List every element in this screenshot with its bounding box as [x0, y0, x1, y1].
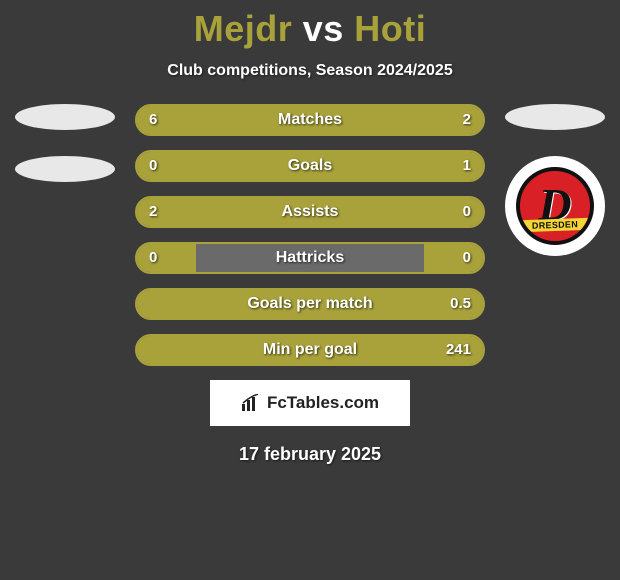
- source-logo: FcTables.com: [210, 380, 410, 426]
- dresden-badge-inner: D DRESDEN: [516, 167, 594, 245]
- stat-left-value: 6: [149, 106, 157, 134]
- stat-bar: Assists2 0: [135, 196, 485, 228]
- right-team-badges: D DRESDEN: [500, 104, 610, 256]
- stat-right-value: 1: [463, 152, 471, 180]
- dresden-badge: D DRESDEN: [505, 156, 605, 256]
- team-badge-placeholder-2: [15, 156, 115, 182]
- stat-label: Goals: [137, 152, 483, 180]
- snapshot-date: 17 february 2025: [0, 444, 620, 465]
- stat-bar: Matches6 2: [135, 104, 485, 136]
- stat-label: Min per goal: [137, 336, 483, 364]
- stat-bar: Goals per match0.5: [135, 288, 485, 320]
- stat-label: Goals per match: [137, 290, 483, 318]
- vs-text: vs: [303, 8, 344, 49]
- team-badge-placeholder-3: [505, 104, 605, 130]
- team-badge-placeholder-1: [15, 104, 115, 130]
- comparison-title: Mejdr vs Hoti: [0, 0, 620, 50]
- stat-left-value: 0: [149, 152, 157, 180]
- left-team-badges: [10, 104, 120, 208]
- stat-label: Assists: [137, 198, 483, 226]
- player1-name: Mejdr: [194, 8, 293, 49]
- stat-left-value: 2: [149, 198, 157, 226]
- source-name: FcTables.com: [267, 393, 379, 413]
- stats-bars: Matches62Goals01Assists20Hattricks00Goal…: [135, 104, 485, 366]
- stat-label: Matches: [137, 106, 483, 134]
- stat-right-value: 0: [463, 198, 471, 226]
- dresden-band: DRESDEN: [516, 218, 594, 233]
- stat-bar: Min per goal241: [135, 334, 485, 366]
- player2-name: Hoti: [354, 8, 426, 49]
- content-area: D DRESDEN Matches62Goals01Assists20Hattr…: [0, 104, 620, 366]
- season-subtitle: Club competitions, Season 2024/2025: [0, 62, 620, 80]
- stat-label: Hattricks: [137, 244, 483, 272]
- stat-right-value: 2: [463, 106, 471, 134]
- chart-icon: [241, 394, 261, 412]
- stat-bar: Goals0 1: [135, 150, 485, 182]
- stat-left-value: 0: [149, 244, 157, 272]
- stat-right-value: 0: [463, 244, 471, 272]
- stat-bar: Hattricks0 0: [135, 242, 485, 274]
- stat-right-value: 241: [446, 336, 471, 364]
- stat-right-value: 0.5: [450, 290, 471, 318]
